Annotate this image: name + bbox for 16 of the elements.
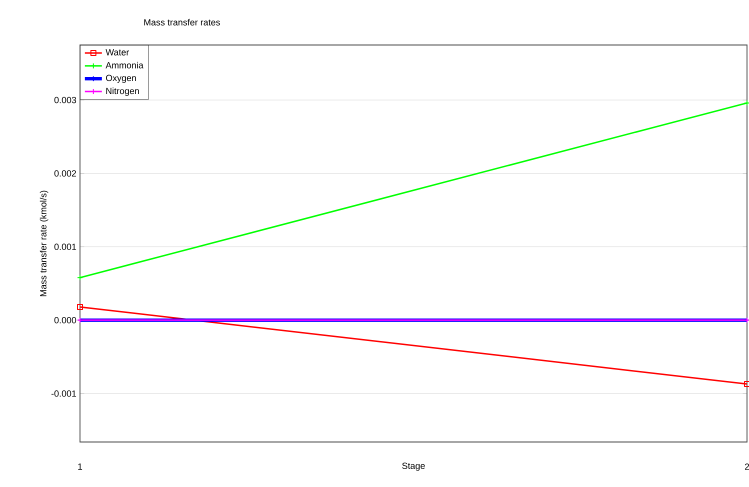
x-tick-label: 2 [744,464,749,470]
chart-title: Mass transfer rates [144,18,220,26]
y-tick-label: 0.000 [54,317,76,324]
point [744,381,749,388]
legend-label: Oxygen [106,74,136,83]
x-tick-label: 1 [78,464,82,470]
y-tick-label: 0.001 [54,244,76,250]
legend-label: Ammonia [106,62,144,68]
y-axis-title: Mass transfer rate (kmol/s) [40,190,48,296]
y-tick-label: -0.001 [51,390,76,397]
legend-label: Water [106,49,130,56]
legend-label: Nitrogen [106,88,139,96]
y-tick-label: 0.002 [54,170,76,177]
y-tick-label: 0.003 [54,96,76,104]
x-axis-title: Stage [402,462,425,471]
point [77,304,83,310]
